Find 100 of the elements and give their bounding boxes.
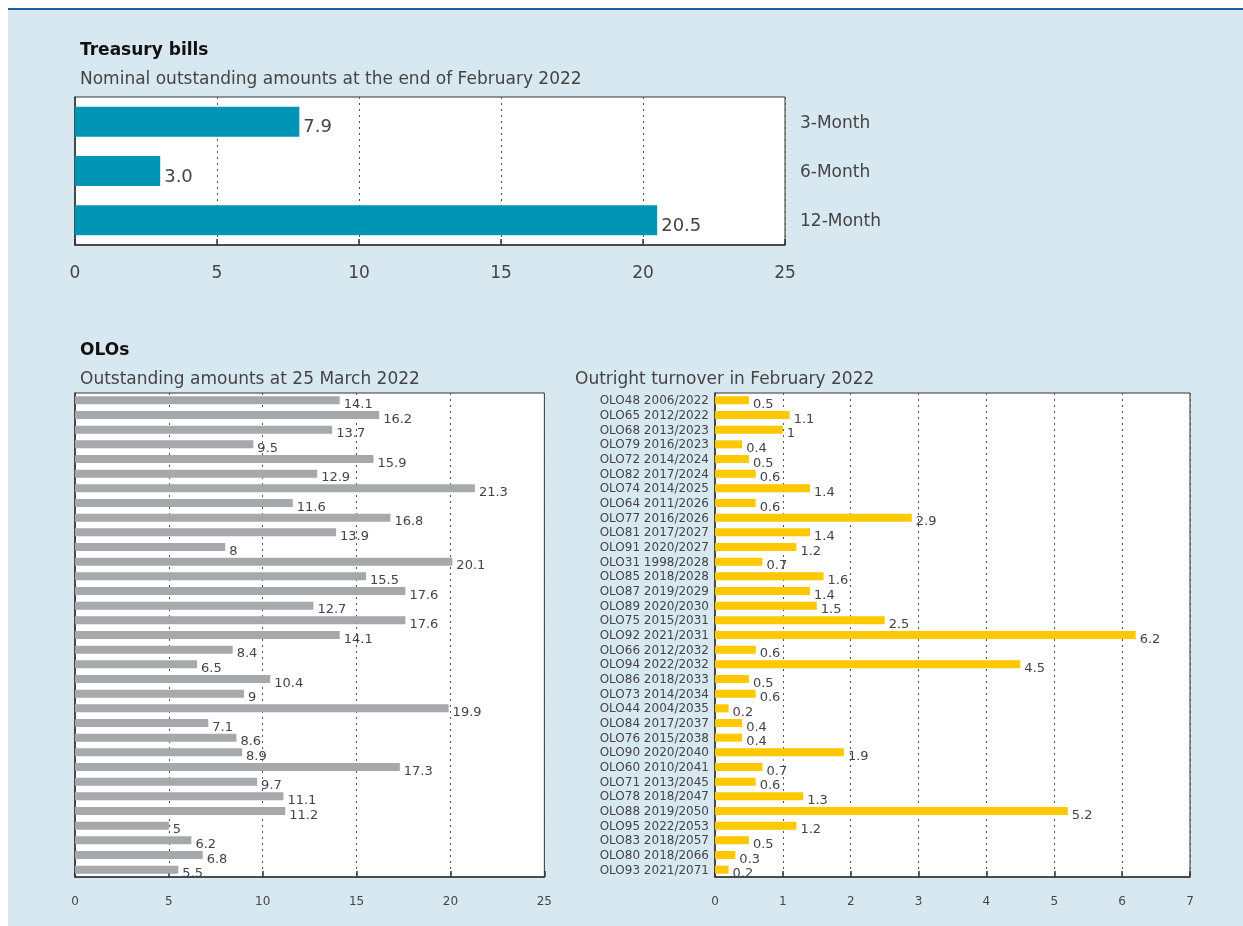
bar — [715, 675, 749, 683]
bar — [715, 440, 743, 449]
bar — [75, 543, 226, 551]
bar — [715, 455, 749, 463]
x-tick-label: 15 — [490, 261, 512, 282]
y-tick-label: OLO48 2006/2022 — [599, 393, 709, 408]
data-label: 1.9 — [847, 747, 869, 763]
y-tick-label: 12-Month — [800, 210, 882, 231]
bar — [715, 689, 756, 698]
data-label: 2.9 — [915, 513, 937, 529]
y-tick-label: OLO91 2020/2027 — [599, 540, 709, 554]
y-tick-label: OLO94 2022/2032 — [599, 657, 709, 672]
x-tick-label: 25 — [774, 261, 796, 282]
data-label: 0.7 — [766, 762, 788, 778]
y-tick-label: OLO78 2018/2047 — [599, 789, 709, 804]
bar — [75, 660, 198, 669]
y-tick-label: OLO92 2021/2031 — [599, 628, 709, 642]
data-label: 12.7 — [317, 601, 347, 617]
data-label: 9.7 — [261, 777, 282, 793]
data-label: 3.0 — [164, 164, 193, 186]
x-tick-label: 10 — [348, 261, 370, 282]
data-label: 0.6 — [759, 498, 781, 514]
x-tick-label: 0 — [711, 894, 719, 908]
data-label: 5.2 — [1071, 806, 1093, 822]
y-tick-label: OLO75 2015/2031 — [599, 613, 709, 628]
bar — [75, 748, 243, 757]
bar — [75, 469, 318, 478]
bar — [75, 821, 169, 830]
bar — [715, 396, 749, 405]
bar — [715, 425, 783, 434]
bar — [715, 631, 1136, 639]
bar — [75, 645, 233, 654]
data-label: 1.2 — [800, 821, 822, 837]
data-label: 1.3 — [807, 791, 828, 807]
x-tick-label: 5 — [211, 261, 223, 282]
bar — [75, 616, 406, 625]
data-label: 1.1 — [793, 410, 815, 426]
data-label: 1.2 — [800, 542, 822, 558]
data-label: 0.5 — [752, 835, 774, 851]
x-tick-label: 20 — [442, 894, 459, 908]
data-label: 0.7 — [766, 557, 788, 573]
chart-title: OLOs — [80, 338, 130, 359]
bar — [75, 675, 271, 683]
data-label: 9 — [247, 689, 257, 705]
y-tick-label: OLO44 2004/2035 — [599, 701, 709, 716]
bar — [75, 865, 179, 874]
data-label: 6.2 — [1139, 630, 1161, 646]
data-label: 1.4 — [814, 483, 835, 499]
bar — [75, 513, 391, 522]
chart-title: Treasury bills — [80, 38, 209, 59]
bar — [715, 748, 844, 757]
y-tick-label: OLO82 2017/2024 — [599, 466, 709, 481]
data-label: 16.2 — [383, 410, 413, 426]
bar — [715, 719, 743, 727]
bar — [75, 396, 340, 405]
chart-subtitle: Outright turnover in February 2022 — [575, 367, 875, 388]
y-tick-label: OLO74 2014/2025 — [599, 481, 709, 496]
data-label: 1.4 — [814, 586, 835, 602]
data-label: 13.7 — [336, 425, 366, 441]
bar — [75, 425, 333, 434]
bar — [75, 719, 209, 727]
y-tick-label: OLO84 2017/2037 — [599, 716, 709, 730]
bar — [715, 543, 797, 551]
data-label: 1.5 — [820, 601, 842, 617]
data-label: 14.1 — [343, 395, 373, 411]
x-tick-label: 20 — [632, 261, 654, 282]
bar — [715, 557, 763, 566]
bar — [75, 499, 293, 507]
data-label: 0.2 — [732, 703, 754, 719]
data-label: 0.4 — [746, 439, 767, 455]
data-label: 10.4 — [274, 674, 304, 690]
data-label: 8 — [229, 542, 238, 558]
bar — [75, 601, 314, 610]
y-tick-label: OLO60 2010/2041 — [599, 760, 709, 774]
y-tick-label: OLO80 2018/2066 — [599, 848, 709, 862]
bar — [715, 821, 797, 830]
y-tick-label: OLO88 2019/2050 — [599, 804, 709, 818]
bar — [715, 528, 810, 537]
data-label: 16.8 — [394, 513, 424, 529]
y-tick-label: OLO83 2018/2057 — [599, 833, 709, 848]
bar — [715, 777, 756, 786]
bar — [75, 733, 237, 742]
bar — [715, 469, 756, 478]
data-label: 1.6 — [827, 571, 849, 587]
data-label: 6.5 — [201, 659, 222, 675]
x-tick-label: 5 — [1050, 894, 1059, 908]
data-label: 12.9 — [321, 469, 351, 485]
y-tick-label: OLO95 2022/2053 — [599, 818, 709, 833]
data-label: 20.5 — [661, 213, 702, 235]
x-tick-label: 0 — [71, 894, 79, 908]
bar — [715, 763, 763, 771]
data-label: 6.8 — [206, 850, 228, 866]
data-label: 7.1 — [212, 718, 233, 734]
y-tick-label: OLO87 2019/2029 — [599, 584, 709, 598]
data-label: 6.2 — [195, 835, 217, 851]
bar — [75, 205, 658, 236]
bar — [715, 836, 749, 845]
y-tick-label: OLO86 2018/2033 — [599, 672, 709, 686]
y-tick-label: 6-Month — [800, 161, 871, 181]
bar — [75, 156, 161, 186]
